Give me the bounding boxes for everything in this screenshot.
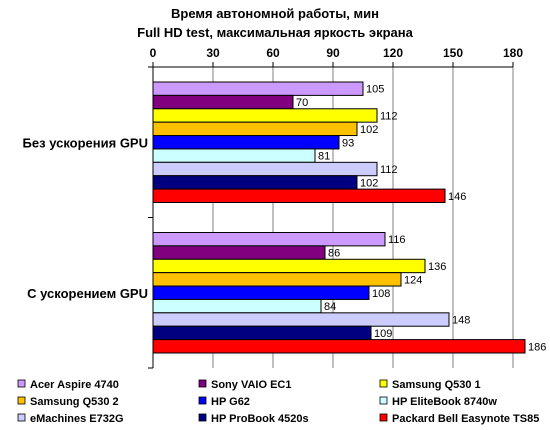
axes bbox=[148, 66, 513, 369]
data-label: 102 bbox=[360, 177, 378, 189]
chart-subtitle: Full HD test, максимальная яркость экран… bbox=[137, 25, 413, 40]
data-labels: 1057011210293811121021461168613612410884… bbox=[296, 84, 546, 354]
bar bbox=[152, 94, 294, 110]
data-label: 136 bbox=[428, 261, 446, 273]
category-label: Без ускорения GPU bbox=[23, 135, 148, 150]
bar bbox=[152, 121, 358, 137]
legend-swatch bbox=[198, 396, 207, 405]
legend-label: HP EliteBook 8740w bbox=[392, 396, 497, 408]
data-label: 112 bbox=[380, 164, 398, 176]
legend-swatch bbox=[17, 379, 26, 388]
category-label: С ускорением GPU bbox=[27, 286, 148, 301]
category-labels: Без ускорения GPU С ускорением GPU bbox=[23, 135, 148, 301]
data-label: 186 bbox=[528, 341, 546, 353]
legend-swatch bbox=[379, 396, 388, 405]
tick-label: 30 bbox=[206, 46, 220, 60]
bar bbox=[152, 272, 402, 287]
bar bbox=[152, 188, 446, 204]
data-label: 112 bbox=[380, 110, 398, 122]
data-label: 124 bbox=[404, 274, 422, 286]
bar bbox=[152, 175, 358, 190]
legend-label: Samsung Q530 2 bbox=[30, 396, 119, 408]
tick-label: 120 bbox=[383, 46, 403, 60]
data-label: 116 bbox=[388, 234, 406, 246]
bar bbox=[152, 339, 526, 354]
data-label: 109 bbox=[374, 328, 392, 340]
bar bbox=[152, 108, 378, 123]
bar bbox=[152, 148, 316, 163]
legend-label: eMachines E732G bbox=[30, 413, 124, 425]
bar bbox=[152, 161, 378, 177]
legend-swatch bbox=[198, 413, 207, 422]
tick-label: 90 bbox=[326, 46, 340, 60]
data-label: 105 bbox=[366, 84, 384, 96]
legend-label: Samsung Q530 1 bbox=[392, 379, 481, 391]
data-label: 108 bbox=[372, 288, 390, 300]
data-label: 146 bbox=[448, 191, 466, 203]
data-label: 148 bbox=[452, 315, 470, 327]
legend-label: Sony VAIO EC1 bbox=[211, 379, 291, 391]
legend-label: Packard Bell Easynote TS85 bbox=[392, 413, 539, 425]
bar bbox=[152, 245, 326, 260]
data-label: 84 bbox=[324, 301, 336, 313]
legend-swatch bbox=[17, 396, 26, 405]
legend: Acer Aspire 4740 Sony VAIO EC1 Samsung Q53… bbox=[17, 379, 539, 425]
tick-label: 150 bbox=[443, 46, 463, 60]
data-label: 102 bbox=[360, 124, 378, 136]
tick-label: 60 bbox=[266, 46, 280, 60]
bar bbox=[152, 298, 322, 314]
data-label: 93 bbox=[342, 137, 354, 149]
data-label: 81 bbox=[318, 151, 330, 163]
bar bbox=[152, 285, 370, 300]
legend-swatch bbox=[379, 379, 388, 388]
bar bbox=[152, 258, 426, 274]
legend-swatch bbox=[198, 379, 207, 388]
data-label: 86 bbox=[328, 248, 340, 260]
bar bbox=[152, 312, 450, 327]
legend-label: HP ProBook 4520s bbox=[211, 413, 309, 425]
legend-label: Acer Aspire 4740 bbox=[30, 379, 119, 391]
x-axis-ticks: 0 30 60 90 120 150 180 bbox=[150, 46, 523, 67]
bars bbox=[152, 81, 526, 354]
bar bbox=[152, 325, 372, 341]
legend-swatch bbox=[17, 413, 26, 422]
legend-swatch bbox=[379, 413, 388, 422]
tick-label: 0 bbox=[150, 46, 157, 60]
chart-title: Время автономной работы, мин bbox=[171, 6, 379, 21]
tick-label: 180 bbox=[503, 46, 523, 60]
bar bbox=[152, 81, 364, 96]
bar bbox=[152, 135, 340, 150]
data-label: 70 bbox=[296, 97, 308, 109]
legend-label: HP G62 bbox=[211, 396, 250, 408]
bar bbox=[152, 232, 386, 247]
